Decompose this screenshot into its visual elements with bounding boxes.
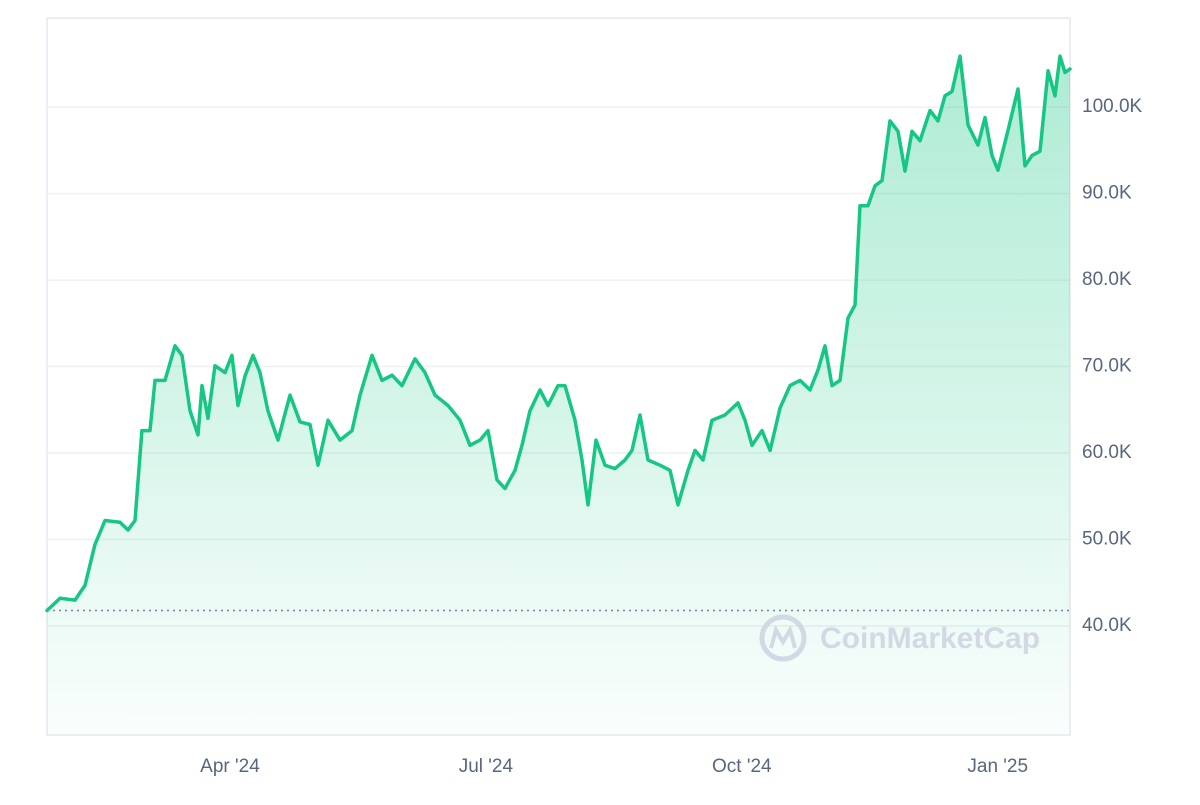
x-tick-label: Oct '24 bbox=[712, 756, 772, 777]
watermark: CoinMarketCap bbox=[759, 614, 1040, 662]
marks bbox=[45, 54, 1072, 736]
watermark-logo bbox=[759, 614, 807, 662]
y-tick-label: 40.0K bbox=[1082, 615, 1132, 636]
watermark-text: CoinMarketCap bbox=[820, 622, 1040, 655]
x-tick-label: Jul '24 bbox=[459, 756, 514, 777]
x-tick-label: Jan '25 bbox=[967, 756, 1028, 777]
price-area bbox=[47, 56, 1070, 736]
watermark-logo-m bbox=[769, 624, 797, 649]
price-line bbox=[45, 54, 1072, 613]
x-tick-label: Apr '24 bbox=[200, 756, 260, 777]
y-tick-label: 70.0K bbox=[1082, 356, 1132, 377]
y-tick-label: 90.0K bbox=[1082, 183, 1132, 204]
y-tick-label: 50.0K bbox=[1082, 529, 1132, 550]
y-tick-label: 80.0K bbox=[1082, 269, 1132, 290]
axis-labels: 40.0K 50.0K 60.0K 70.0K 80.0K 90.0K 100.0K Apr … bbox=[200, 96, 1142, 777]
y-tick-label: 60.0K bbox=[1082, 442, 1132, 463]
y-tick-label: 100.0K bbox=[1082, 96, 1143, 117]
